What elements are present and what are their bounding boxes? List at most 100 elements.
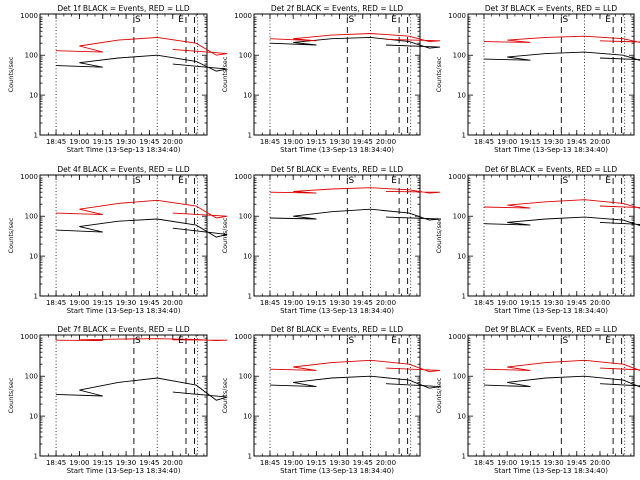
plot-frame	[253, 334, 421, 457]
x-tick-label: 18:45	[46, 138, 66, 146]
start-marker: S	[562, 336, 568, 346]
y-tick-label: 1000	[20, 173, 38, 181]
y-tick-label: 1000	[20, 12, 38, 20]
y-tick-label: 10	[243, 413, 252, 421]
y-tick-label: 1000	[448, 333, 466, 341]
x-tick-label: 20:00	[163, 459, 183, 467]
y-tick-label: 1	[462, 453, 466, 461]
y-tick-label: 1	[34, 293, 38, 301]
x-axis-label: Start Time (13-Sep-13 18:34:40)	[67, 307, 181, 315]
chart-panel-det-2: 1 10 100 1000 18:45 19:00 19:15 19:30 19:45 20:00…	[221, 4, 441, 154]
series-line-black	[483, 51, 640, 61]
x-axis-label: Start Time (13-Sep-13 18:34:40)	[494, 307, 608, 315]
start-marker: S	[135, 15, 141, 25]
chart-panel-det-8: 1 10 100 1000 18:45 19:00 19:15 19:30 19:45 20:00…	[221, 325, 441, 475]
x-tick-label: 19:00	[69, 138, 89, 146]
series-line-red	[56, 36, 228, 56]
y-tick-label: 1000	[448, 173, 466, 181]
y-axis-label: Counts/sec	[221, 56, 229, 92]
x-tick-label: 20:00	[163, 299, 183, 307]
x-axis-label: Start Time (13-Sep-13 18:34:40)	[280, 146, 394, 154]
y-tick-label: 1	[248, 293, 252, 301]
chart-title: Det 2f BLACK = Events, RED = LLD	[271, 4, 404, 13]
plot-frame	[39, 13, 208, 136]
y-tick-label: 1000	[234, 12, 252, 20]
y-tick-label: 10	[457, 92, 466, 100]
y-tick-label: 10	[243, 92, 252, 100]
series-line-red	[56, 338, 228, 342]
x-tick-label: 19:00	[283, 138, 303, 146]
y-tick-label: 1	[34, 132, 38, 140]
plot-frame	[39, 334, 208, 457]
start-marker: S	[135, 336, 141, 346]
x-tick-label: 18:45	[46, 459, 66, 467]
x-axis-label: Start Time (13-Sep-13 18:34:40)	[280, 467, 394, 475]
y-tick-label: 1	[248, 132, 252, 140]
plot-frame	[253, 174, 421, 297]
x-tick-label: 19:45	[353, 138, 373, 146]
y-tick-label: 100	[25, 213, 38, 221]
x-tick-label: 19:45	[139, 459, 159, 467]
x-tick-label: 19:30	[116, 299, 136, 307]
series-line-red	[483, 359, 640, 371]
y-axis-label: Counts/sec	[7, 377, 15, 413]
y-tick-label: 10	[457, 253, 466, 261]
plot-frame	[467, 13, 635, 136]
x-tick-label: 19:00	[497, 299, 517, 307]
x-tick-label: 19:30	[543, 299, 563, 307]
chart-title: Det 6f BLACK = Events, RED = LLD	[485, 165, 618, 174]
x-tick-label: 19:15	[520, 138, 540, 146]
y-axis-label: Counts/sec	[221, 377, 229, 413]
start-marker: S	[135, 176, 141, 186]
series-line-red	[269, 187, 441, 194]
series-line-red	[269, 359, 441, 373]
chart-panel-det-9: 1 10 100 1000 18:45 19:00 19:15 19:30 19:45 20:00…	[435, 325, 640, 475]
y-tick-label: 1	[34, 453, 38, 461]
chart-panel-det-5: 1 10 100 1000 18:45 19:00 19:15 19:30 19:45 20:00…	[221, 165, 441, 315]
series-line-black	[56, 54, 228, 72]
series-line-black	[269, 208, 441, 221]
end-marker: E	[391, 336, 397, 346]
x-tick-label: 19:15	[93, 459, 113, 467]
x-tick-label: 19:30	[543, 138, 563, 146]
x-tick-label: 19:15	[306, 459, 326, 467]
x-tick-label: 20:00	[590, 138, 610, 146]
y-tick-label: 100	[25, 373, 38, 381]
plot-frame	[467, 174, 635, 297]
y-tick-label: 1	[462, 293, 466, 301]
x-tick-label: 19:45	[353, 459, 373, 467]
end-marker: E	[605, 336, 611, 346]
x-tick-label: 19:45	[353, 299, 373, 307]
chart-title: Det 3f BLACK = Events, RED = LLD	[485, 4, 618, 13]
chart-panel-det-7: 1 10 100 1000 18:45 19:00 19:15 19:30 19:45 20:00…	[7, 325, 228, 475]
x-tick-label: 19:00	[69, 299, 89, 307]
x-tick-label: 20:00	[590, 459, 610, 467]
end-marker: E	[605, 176, 611, 186]
y-tick-label: 100	[239, 213, 252, 221]
chart-title: Det 9f BLACK = Events, RED = LLD	[485, 325, 618, 334]
x-tick-label: 19:00	[69, 459, 89, 467]
end-marker: E	[605, 15, 611, 25]
x-tick-label: 19:15	[520, 299, 540, 307]
series-line-black	[483, 216, 640, 227]
x-tick-label: 20:00	[376, 299, 396, 307]
x-tick-label: 20:00	[376, 459, 396, 467]
x-tick-label: 19:45	[567, 459, 587, 467]
x-tick-label: 18:45	[474, 459, 494, 467]
end-marker: E	[178, 15, 184, 25]
x-tick-label: 20:00	[163, 138, 183, 146]
series-line-red	[483, 199, 640, 209]
x-tick-label: 19:15	[93, 138, 113, 146]
x-tick-label: 19:00	[283, 459, 303, 467]
x-tick-label: 19:45	[139, 138, 159, 146]
plot-frame	[39, 174, 208, 297]
x-tick-label: 19:45	[567, 138, 587, 146]
x-tick-label: 19:30	[329, 299, 349, 307]
x-tick-label: 18:45	[260, 138, 280, 146]
y-tick-label: 100	[453, 373, 466, 381]
y-tick-label: 10	[29, 253, 38, 261]
y-tick-label: 100	[239, 52, 252, 60]
start-marker: S	[348, 176, 354, 186]
chart-panel-det-1: 1 10 100 1000 18:45 19:00 19:15 19:30 19:45 20:00…	[7, 4, 228, 154]
